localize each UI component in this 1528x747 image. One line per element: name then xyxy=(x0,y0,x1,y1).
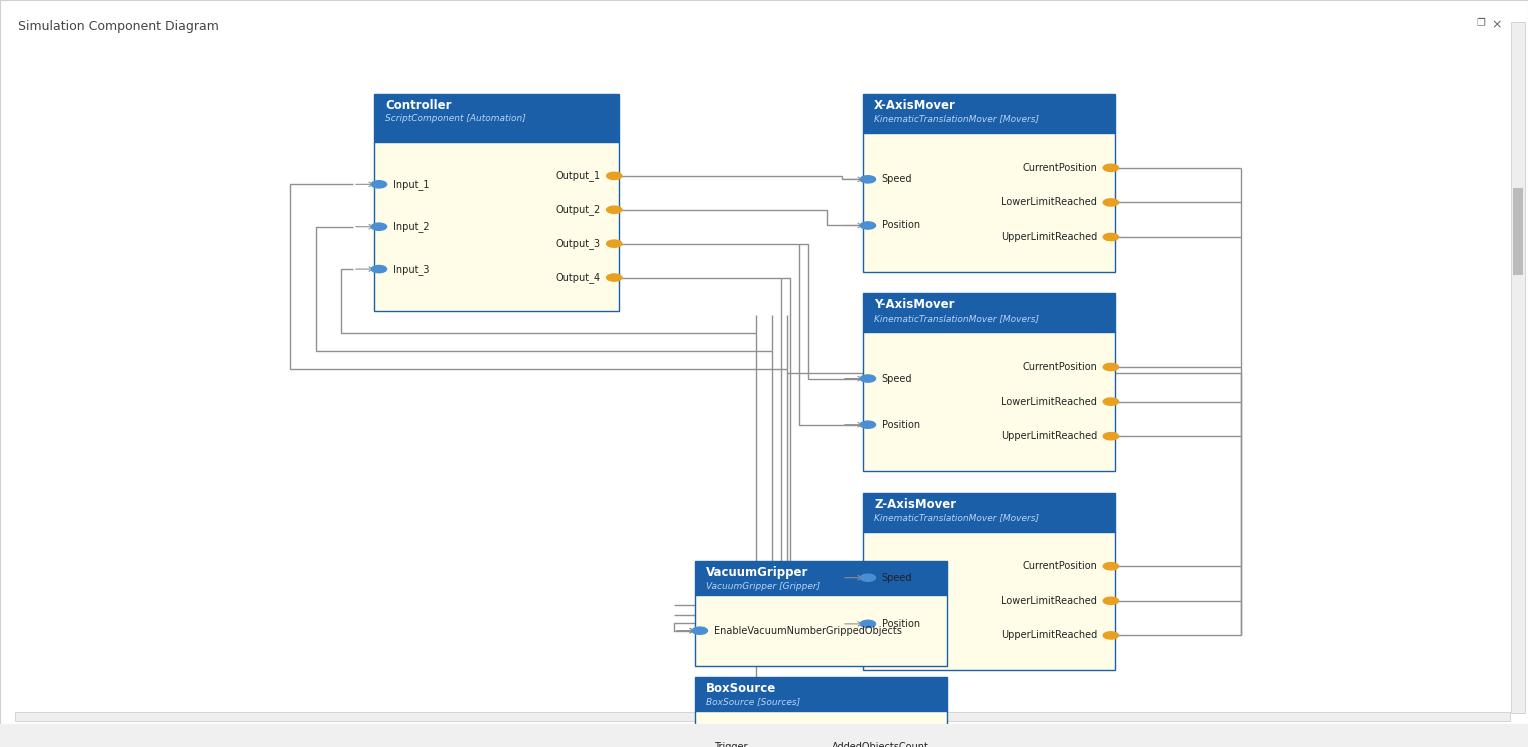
Text: CurrentPosition: CurrentPosition xyxy=(1022,362,1097,372)
Bar xyxy=(374,142,619,311)
Bar xyxy=(863,133,1115,272)
Circle shape xyxy=(607,173,622,179)
Circle shape xyxy=(607,240,622,247)
Text: VacuumGripper [Gripper]: VacuumGripper [Gripper] xyxy=(706,582,821,591)
Circle shape xyxy=(1103,363,1118,371)
Circle shape xyxy=(1103,199,1118,206)
Text: Simulation Component Diagram: Simulation Component Diagram xyxy=(18,20,219,34)
Circle shape xyxy=(1103,433,1118,440)
Circle shape xyxy=(1103,233,1118,241)
Circle shape xyxy=(1103,164,1118,171)
Text: AddedObjectsCount: AddedObjectsCount xyxy=(833,742,929,747)
Bar xyxy=(863,532,1115,670)
Circle shape xyxy=(1103,632,1118,639)
Text: Trigger: Trigger xyxy=(714,742,747,747)
Text: LowerLimitReached: LowerLimitReached xyxy=(1001,197,1097,208)
Text: KinematicTranslationMover [Movers]: KinematicTranslationMover [Movers] xyxy=(874,114,1039,123)
Text: LowerLimitReached: LowerLimitReached xyxy=(1001,397,1097,406)
Text: ❐: ❐ xyxy=(1476,18,1485,28)
Text: Output_4: Output_4 xyxy=(555,272,601,283)
Text: Input_1: Input_1 xyxy=(393,179,429,190)
Text: LowerLimitReached: LowerLimitReached xyxy=(1001,596,1097,606)
Bar xyxy=(1513,188,1522,275)
Circle shape xyxy=(860,620,876,627)
Text: Input_2: Input_2 xyxy=(393,221,429,232)
Text: CurrentPosition: CurrentPosition xyxy=(1022,163,1097,173)
Bar xyxy=(15,712,1510,721)
Circle shape xyxy=(371,265,387,273)
Text: EnableVacuumNumberGrippedObjects: EnableVacuumNumberGrippedObjects xyxy=(714,626,902,636)
Text: CurrentPosition: CurrentPosition xyxy=(1022,561,1097,571)
Bar xyxy=(374,94,619,142)
Text: Position: Position xyxy=(882,619,920,629)
Circle shape xyxy=(607,274,622,281)
Circle shape xyxy=(607,206,622,214)
Text: BoxSource [Sources]: BoxSource [Sources] xyxy=(706,698,801,707)
Text: Speed: Speed xyxy=(882,174,912,185)
Text: KinematicTranslationMover [Movers]: KinematicTranslationMover [Movers] xyxy=(874,513,1039,522)
Circle shape xyxy=(860,421,876,428)
Text: UpperLimitReached: UpperLimitReached xyxy=(1001,431,1097,441)
Circle shape xyxy=(371,223,387,230)
Bar xyxy=(695,595,947,666)
Text: BoxSource: BoxSource xyxy=(706,682,776,695)
Text: Input_3: Input_3 xyxy=(393,264,429,275)
Circle shape xyxy=(935,743,950,747)
Bar xyxy=(863,492,1115,532)
Text: UpperLimitReached: UpperLimitReached xyxy=(1001,630,1097,640)
Bar xyxy=(863,332,1115,471)
Circle shape xyxy=(371,181,387,188)
Circle shape xyxy=(860,375,876,382)
Text: Output_1: Output_1 xyxy=(555,170,601,182)
Text: KinematicTranslationMover [Movers]: KinematicTranslationMover [Movers] xyxy=(874,314,1039,323)
Text: Output_3: Output_3 xyxy=(555,238,601,249)
Bar xyxy=(695,678,947,711)
Bar xyxy=(1511,22,1525,713)
Bar xyxy=(695,561,947,595)
Circle shape xyxy=(692,743,707,747)
Text: Controller: Controller xyxy=(385,99,452,112)
Circle shape xyxy=(1103,562,1118,570)
Text: X-AxisMover: X-AxisMover xyxy=(874,99,957,112)
Circle shape xyxy=(692,627,707,634)
Text: Speed: Speed xyxy=(882,573,912,583)
Text: Speed: Speed xyxy=(882,374,912,383)
Circle shape xyxy=(860,574,876,581)
Text: ×: × xyxy=(1491,18,1502,31)
Text: VacuumGripper: VacuumGripper xyxy=(706,566,808,580)
Bar xyxy=(863,94,1115,133)
Text: Y-AxisMover: Y-AxisMover xyxy=(874,299,955,311)
Text: UpperLimitReached: UpperLimitReached xyxy=(1001,232,1097,242)
Text: ScriptComponent [Automation]: ScriptComponent [Automation] xyxy=(385,114,526,123)
Bar xyxy=(695,711,947,747)
Bar xyxy=(695,713,795,719)
Circle shape xyxy=(860,176,876,183)
Bar xyxy=(863,294,1115,332)
Circle shape xyxy=(860,222,876,229)
Text: Output_2: Output_2 xyxy=(555,205,601,215)
Circle shape xyxy=(1103,597,1118,604)
Text: Z-AxisMover: Z-AxisMover xyxy=(874,498,957,511)
Circle shape xyxy=(1103,398,1118,405)
Text: Position: Position xyxy=(882,420,920,430)
Text: Position: Position xyxy=(882,220,920,231)
